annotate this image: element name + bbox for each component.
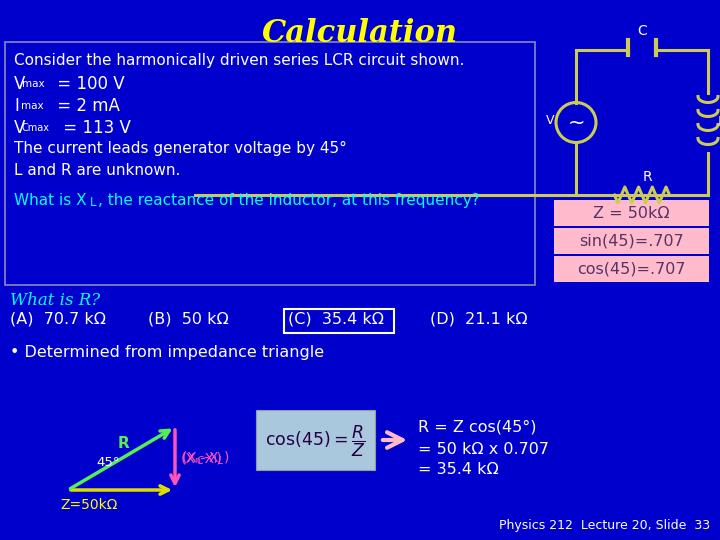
Text: 45°: 45° [96, 456, 120, 469]
FancyBboxPatch shape [284, 309, 394, 333]
Text: = 50 kΩ x 0.707: = 50 kΩ x 0.707 [418, 442, 549, 457]
Text: (A)  70.7 kΩ: (A) 70.7 kΩ [10, 312, 106, 327]
Text: $\cos(45) = \dfrac{R}{Z}$: $\cos(45) = \dfrac{R}{Z}$ [265, 423, 366, 458]
Text: L: L [90, 196, 96, 209]
Text: Physics 212  Lecture 20, Slide  33: Physics 212 Lecture 20, Slide 33 [499, 519, 710, 532]
FancyBboxPatch shape [554, 228, 709, 254]
FancyBboxPatch shape [554, 256, 709, 282]
Text: The current leads generator voltage by 45°: The current leads generator voltage by 4… [14, 141, 347, 156]
Text: = 100 V: = 100 V [52, 75, 125, 93]
Text: = 35.4 kΩ: = 35.4 kΩ [418, 462, 499, 477]
FancyBboxPatch shape [256, 410, 375, 470]
Text: (Xₙ-Xₗ): (Xₙ-Xₗ) [181, 451, 223, 465]
Text: R: R [117, 435, 130, 450]
Text: ~: ~ [567, 112, 585, 132]
Text: , the reactance of the inductor, at this frequency?: , the reactance of the inductor, at this… [98, 193, 480, 208]
Text: (X$_C$-X$_L$): (X$_C$-X$_L$) [181, 450, 230, 467]
Text: V: V [546, 114, 554, 127]
FancyBboxPatch shape [5, 42, 535, 285]
Text: max: max [22, 79, 45, 89]
Text: = 2 mA: = 2 mA [52, 97, 120, 115]
Text: R = Z cos(45°): R = Z cos(45°) [418, 420, 536, 435]
Text: (C)  35.4 kΩ: (C) 35.4 kΩ [288, 312, 384, 327]
Text: Consider the harmonically driven series LCR circuit shown.: Consider the harmonically driven series … [14, 53, 464, 68]
Text: C: C [637, 24, 647, 38]
Text: L and R are unknown.: L and R are unknown. [14, 163, 181, 178]
Text: Z = 50kΩ: Z = 50kΩ [593, 206, 670, 220]
Text: L: L [718, 116, 720, 130]
Text: Cmax: Cmax [22, 123, 50, 133]
Text: What is R?: What is R? [10, 292, 100, 309]
Text: V: V [14, 119, 25, 137]
Text: (D)  21.1 kΩ: (D) 21.1 kΩ [430, 312, 528, 327]
Text: Z=50kΩ: Z=50kΩ [60, 498, 117, 512]
Text: Calculation: Calculation [262, 18, 458, 49]
Text: sin(45)=.707: sin(45)=.707 [579, 233, 684, 248]
FancyBboxPatch shape [554, 200, 709, 226]
Text: R: R [642, 170, 652, 184]
Text: V: V [14, 75, 25, 93]
Text: max: max [21, 101, 44, 111]
Text: = 113 V: = 113 V [58, 119, 131, 137]
Text: I: I [14, 97, 19, 115]
Text: (B)  50 kΩ: (B) 50 kΩ [148, 312, 229, 327]
Text: cos(45)=.707: cos(45)=.707 [577, 261, 685, 276]
Text: • Determined from impedance triangle: • Determined from impedance triangle [10, 345, 324, 360]
Text: What is X: What is X [14, 193, 86, 208]
